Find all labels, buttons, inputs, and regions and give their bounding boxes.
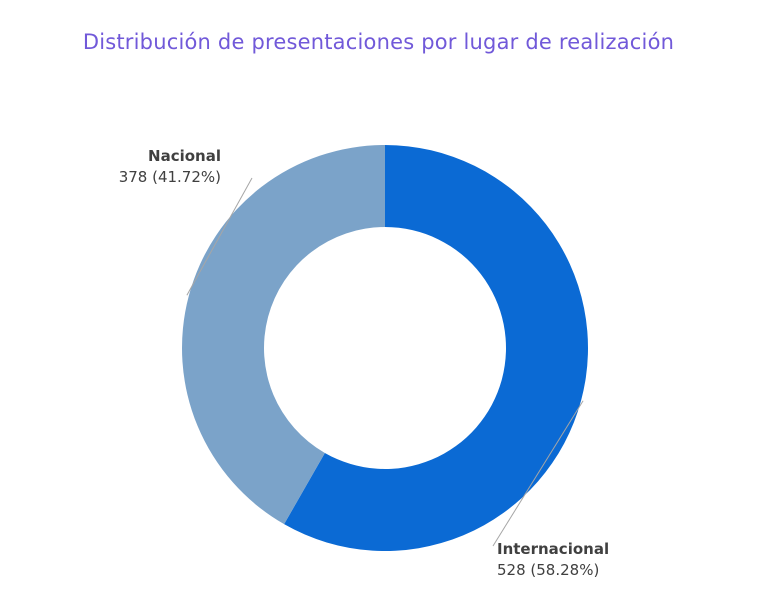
slices-group (182, 145, 589, 552)
leader-line-nacional (186, 177, 253, 296)
label-value-internacional: 528 (58.28%) (497, 561, 599, 579)
label-name-nacional: Nacional (148, 147, 221, 165)
slice-nacional[interactable] (182, 145, 385, 525)
chart-title: Distribución de presentaciones por lugar… (82, 30, 675, 54)
labels-group: Internacional 528 (58.28%) Nacional 378 (41… (119, 147, 609, 579)
label-name-internacional: Internacional (497, 540, 609, 558)
label-value-nacional: 378 (41.72%) (119, 168, 221, 186)
leader-line-internacional (492, 400, 584, 547)
slice-internacional[interactable] (284, 145, 589, 552)
